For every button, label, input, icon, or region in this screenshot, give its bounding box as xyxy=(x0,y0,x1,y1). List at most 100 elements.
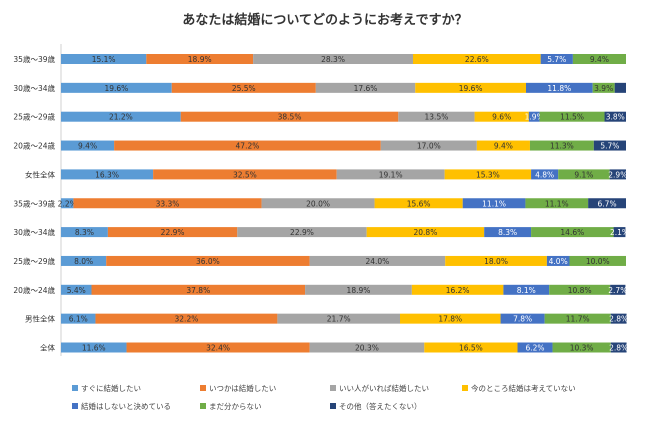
data-label: 37.8% xyxy=(186,286,210,295)
data-label: 1.9% xyxy=(525,113,544,122)
data-label: 11.8% xyxy=(547,84,571,93)
data-label: 18.9% xyxy=(347,286,371,295)
bar-segment xyxy=(476,140,530,151)
bar-segment xyxy=(366,227,485,238)
bar-segment xyxy=(61,82,172,93)
axis-layer: 35歳〜39歳30歳〜34歳25歳〜29歳20歳〜24歳女性全体35歳〜39歳3… xyxy=(13,44,62,356)
data-label: 2.8% xyxy=(609,315,628,324)
row-label: 35歳〜39歳 xyxy=(13,198,55,208)
bar-segment xyxy=(91,284,306,295)
legend-swatch xyxy=(462,385,468,391)
chart-legend: すぐに結婚したい いつかは結婚したい いい人がいれば結婚したい 今のところ結婚は考えて… xyxy=(72,383,576,411)
bar-segment xyxy=(613,227,626,238)
data-label: 20.8% xyxy=(414,228,438,237)
bar-segment xyxy=(474,111,529,122)
data-label: 13.5% xyxy=(425,113,449,122)
bar-segment xyxy=(528,111,540,122)
legend-entry: すぐに結婚したい xyxy=(81,383,141,393)
data-label: 8.3% xyxy=(498,228,517,237)
row-label: 30歳〜34歳 xyxy=(13,227,55,237)
bar-segment xyxy=(106,255,310,266)
bar-segment xyxy=(549,284,611,295)
data-label: 21.7% xyxy=(327,315,351,324)
bar-segment xyxy=(61,198,74,209)
bar-segment xyxy=(237,227,367,238)
legend-swatch xyxy=(200,403,206,409)
legend-entry: その他（答えたくない） xyxy=(339,401,422,411)
data-label: 21.2% xyxy=(109,113,133,122)
legend-swatch xyxy=(330,385,336,391)
bar-segment xyxy=(484,227,532,238)
bar-segment xyxy=(609,169,626,180)
bar-segment xyxy=(107,227,238,238)
data-label: 6.1% xyxy=(69,315,88,324)
bar-segment xyxy=(531,169,559,180)
bar-segment xyxy=(569,255,626,266)
bar-segment xyxy=(411,284,504,295)
bar-segment xyxy=(400,313,501,324)
row-label: 25歳〜29歳 xyxy=(13,112,55,122)
row-label: 女性全体 xyxy=(25,169,55,179)
bar-segment xyxy=(610,284,626,295)
bar-segment xyxy=(171,82,316,93)
data-label: 4.0% xyxy=(549,257,568,266)
data-label: 11.1% xyxy=(482,199,506,208)
data-label: 11.1% xyxy=(545,199,569,208)
data-label: 19.6% xyxy=(104,84,128,93)
data-label: 15.3% xyxy=(476,170,500,179)
data-label: 18.0% xyxy=(484,257,508,266)
bar-segment xyxy=(398,111,475,122)
bar-segment xyxy=(415,82,526,93)
bar-segment xyxy=(309,255,446,266)
data-label: 9.4% xyxy=(590,55,609,64)
legend-entry: まだ分からない xyxy=(209,402,262,411)
data-label: 22.9% xyxy=(290,228,314,237)
data-label: 10.3% xyxy=(570,344,594,353)
row-label: 20歳〜24歳 xyxy=(13,285,55,295)
data-label: 6.7% xyxy=(598,199,617,208)
data-label: 6.2% xyxy=(526,344,545,353)
bar-segment xyxy=(61,313,96,324)
bar-segment xyxy=(146,54,254,64)
data-label: 19.1% xyxy=(379,170,403,179)
data-label: 18.9% xyxy=(188,55,212,64)
bar-segment xyxy=(180,111,399,122)
data-label: 3.8% xyxy=(606,113,625,122)
data-label: 24.0% xyxy=(365,257,389,266)
bar-segment xyxy=(500,313,545,324)
bar-segment xyxy=(61,111,181,122)
data-label: 5.7% xyxy=(600,142,619,151)
data-label: 32.4% xyxy=(206,344,230,353)
legend-entry: いつかは結婚したい xyxy=(209,383,276,393)
data-label: 11.3% xyxy=(550,142,574,151)
data-label: 2.2% xyxy=(58,199,77,208)
data-label: 17.8% xyxy=(438,315,462,324)
data-label: 11.7% xyxy=(566,315,590,324)
row-label: 20歳〜24歳 xyxy=(13,141,55,151)
data-label: 8.0% xyxy=(74,257,93,266)
data-label: 9.4% xyxy=(494,142,513,151)
data-label: 47.2% xyxy=(236,142,260,151)
data-label: 20.3% xyxy=(355,344,379,353)
data-label: 17.6% xyxy=(354,84,378,93)
bars-layer: 15.1% 18.9% 28.3% 22.6% 5.7% 9.4% 19.6% 25.5% 17… xyxy=(58,54,629,353)
data-label: 22.6% xyxy=(465,55,489,64)
data-label: 2.7% xyxy=(608,286,627,295)
data-label: 11.6% xyxy=(82,344,106,353)
bar-segment xyxy=(261,198,375,209)
data-label: 22.9% xyxy=(161,228,185,237)
bar-segment xyxy=(531,227,614,238)
legend-swatch xyxy=(330,403,336,409)
bar-segment xyxy=(277,313,400,324)
bar-segment xyxy=(374,198,463,209)
legend-swatch xyxy=(72,403,78,409)
bar-segment xyxy=(315,82,416,93)
bar-segment xyxy=(539,111,605,122)
bar-segment xyxy=(444,169,532,180)
data-label: 9.6% xyxy=(492,113,511,122)
bar-segment xyxy=(552,342,611,353)
data-label: 16.5% xyxy=(459,344,483,353)
data-label: 3.9% xyxy=(594,84,613,93)
data-label: 25.5% xyxy=(232,84,256,93)
bar-segment xyxy=(517,342,553,353)
